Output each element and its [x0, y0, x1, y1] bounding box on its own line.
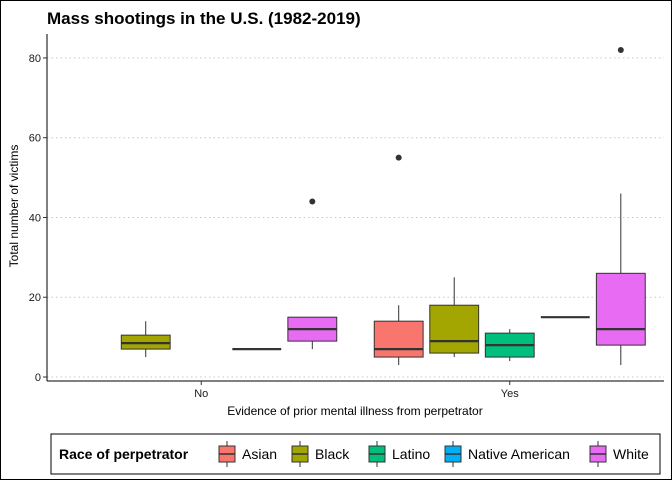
axes: 0 20 40 60 80 No Yes: [29, 34, 664, 400]
y-axis-title: Total number of victims: [7, 145, 21, 268]
x-axis-title: Evidence of prior mental illness from pe…: [227, 404, 482, 418]
box-white-yes: [595, 46, 646, 366]
y-tick-label: 0: [35, 372, 41, 384]
legend-label: White: [613, 446, 649, 462]
box-latino-yes: [484, 329, 535, 362]
outlier-point: [309, 198, 316, 205]
legend-label: Black: [315, 446, 350, 462]
legend-label: Asian: [242, 446, 277, 462]
legend-label: Native American: [468, 446, 570, 462]
box-black-yes: [429, 277, 480, 358]
y-tick-label: 60: [29, 133, 41, 145]
legend-item-latino: Latino: [368, 441, 430, 467]
box-body: [373, 320, 424, 358]
y-tick-label: 40: [29, 212, 41, 224]
y-tick-label: 20: [29, 292, 41, 304]
chart-title: Mass shootings in the U.S. (1982-2019): [47, 9, 361, 28]
legend-item-asian: Asian: [218, 441, 277, 467]
legend: Race of perpetrator Asian Black Latino Nati…: [50, 433, 661, 475]
legend-item-black: Black: [291, 441, 350, 467]
legend-label: Latino: [392, 446, 430, 462]
box-asian-yes: [373, 154, 424, 366]
box-body: [595, 272, 646, 346]
outlier-point: [617, 46, 624, 53]
legend-title: Race of perpetrator: [59, 446, 189, 462]
box-white-no: [287, 198, 338, 350]
x-tick-label: No: [194, 388, 208, 400]
gridlines: [47, 57, 664, 378]
x-tick-label: Yes: [501, 388, 519, 400]
box-black-no: [120, 321, 171, 358]
y-tick-label: 80: [29, 53, 41, 65]
legend-items: Asian Black Latino Native American White: [218, 441, 649, 467]
legend-item-native-american: Native American: [444, 441, 570, 467]
box-layer: [120, 46, 646, 366]
outlier-point: [395, 154, 402, 161]
legend-frame: [50, 433, 661, 475]
legend-item-white: White: [589, 441, 649, 467]
box-body: [429, 304, 480, 354]
